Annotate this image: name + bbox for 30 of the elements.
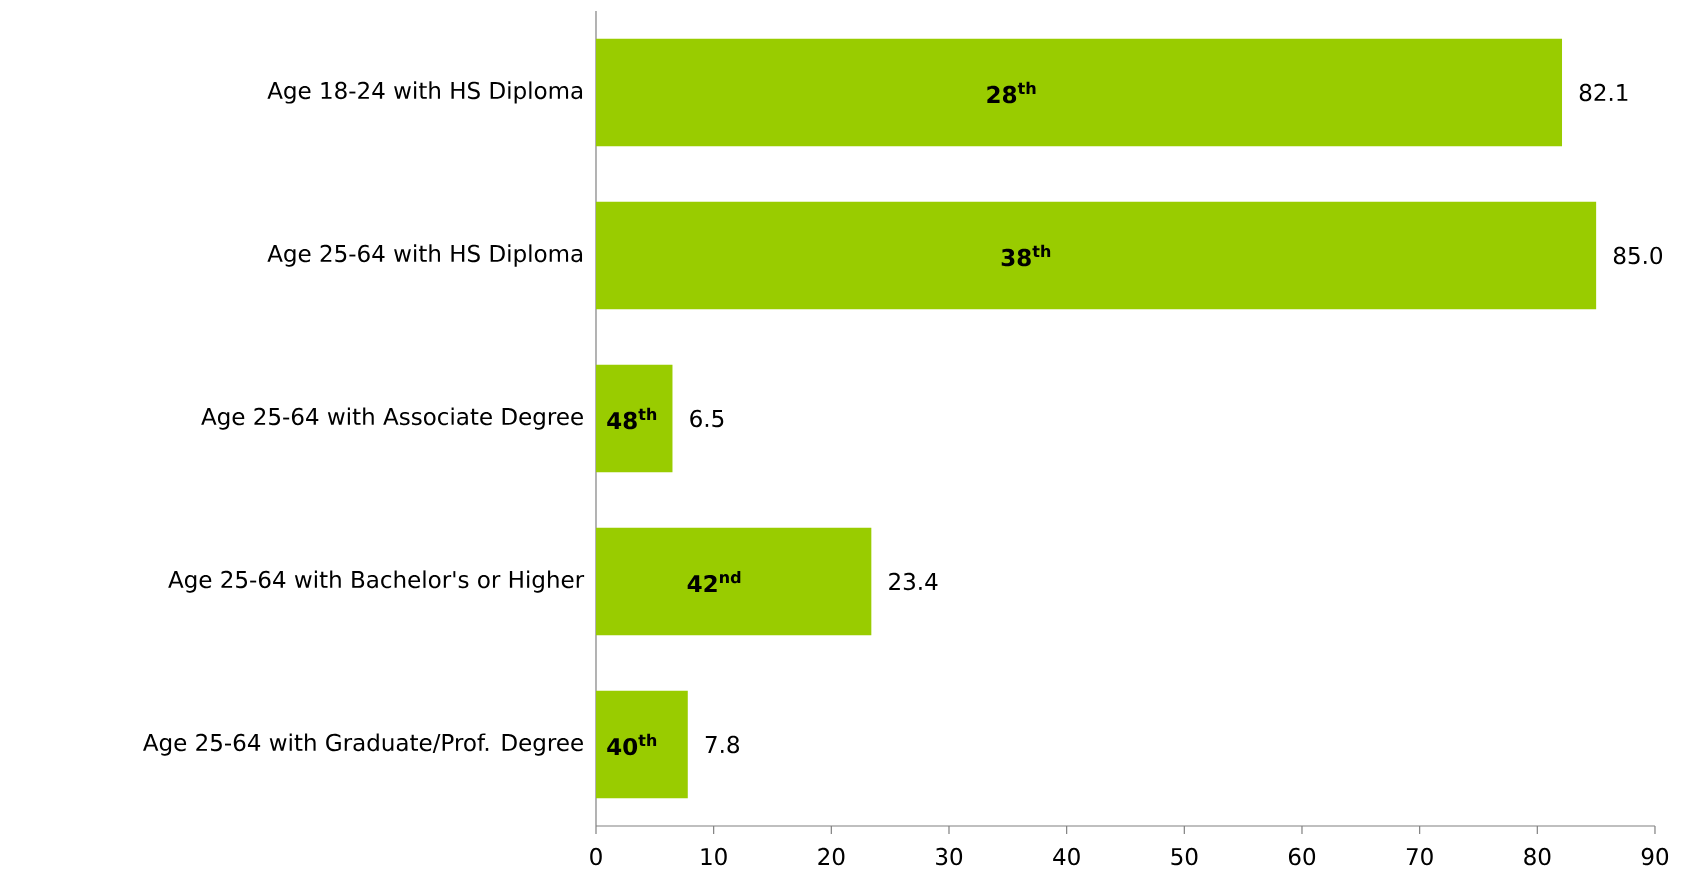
annotation: 38$^{th}$ (1001, 244, 1051, 267)
y-tick-label: Age 25-64 with Graduate/Prof. Degree (143, 733, 583, 756)
x-tick-label: 0 (590, 847, 602, 866)
bar (596, 690, 688, 799)
data-label: 7.8 (705, 735, 739, 754)
x-tick-label: 10 (701, 847, 727, 866)
bar (596, 364, 673, 473)
data-label: 6.5 (690, 409, 724, 428)
x-tick-label: 20 (818, 847, 845, 866)
bar (596, 201, 1597, 310)
y-tick-label: Age 25-64 with Associate Degree (201, 407, 583, 430)
x-tick-label: 30 (936, 847, 963, 866)
annotation: 28$^{th}$ (987, 81, 1036, 104)
data-label: 23.4 (889, 572, 938, 591)
x-tick-label: 40 (1053, 847, 1080, 866)
y-tick-label: Age 25-64 with Bachelor's or Higher (168, 570, 585, 593)
data-label: 85.0 (1613, 246, 1663, 265)
bar (596, 527, 872, 636)
y-tick-label: Age 18-24 with HS Diploma (267, 81, 583, 104)
bar (596, 38, 1563, 147)
x-tick-label: 70 (1406, 847, 1433, 866)
x-tick-label: 90 (1641, 847, 1669, 866)
y-tick-label: Age 25-64 with HS Diploma (267, 244, 583, 267)
data-label: 82.1 (1579, 83, 1628, 102)
x-tick-label: 80 (1524, 847, 1551, 866)
annotation: 48$^{th}$ (607, 407, 657, 430)
annotation: 42$^{nd}$ (687, 570, 741, 593)
x-tick-label: 50 (1171, 847, 1198, 866)
annotation: 40$^{th}$ (607, 733, 657, 756)
x-tick-label: 60 (1288, 847, 1316, 866)
